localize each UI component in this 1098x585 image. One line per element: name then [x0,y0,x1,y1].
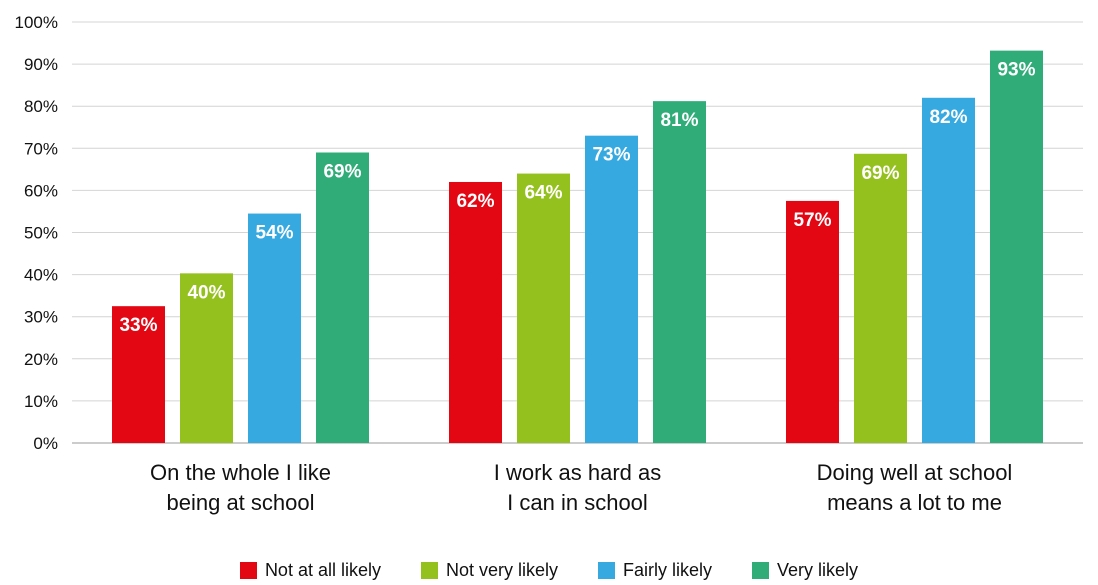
data-label: 73% [592,145,630,166]
bar [112,306,165,443]
bar [449,181,502,444]
legend-label: Fairly likely [623,560,713,580]
y-tick-label: 50% [24,224,58,243]
legend-label: Very likely [777,560,859,580]
data-label: 40% [187,282,225,303]
data-label: 62% [456,191,494,212]
y-tick-label: 30% [24,308,58,327]
x-tick-label: I can in school [507,490,648,515]
data-label: 69% [861,163,899,184]
x-tick-label: I work as hard as [494,460,662,485]
bar [786,200,839,443]
data-label: 82% [929,107,967,128]
data-label: 57% [793,210,831,231]
legend-item: Not at all likely [239,560,381,581]
bar [922,97,975,443]
y-tick-label: 40% [24,266,58,285]
bar [854,153,907,443]
x-tick-label: On the whole I like [150,460,331,485]
x-tick-label: being at school [167,490,315,515]
legend-item: Fairly likely [598,560,712,581]
data-label: 81% [660,110,698,131]
bar [517,173,570,443]
legend-item: Very likely [752,560,858,581]
data-label: 54% [255,223,293,244]
y-tick-label: 60% [24,181,58,200]
legend-swatch [598,562,616,579]
data-label: 33% [119,315,157,336]
data-label: 69% [323,162,361,183]
y-tick-label: 90% [24,55,58,74]
bar [653,101,706,443]
y-tick-label: 0% [33,434,58,453]
y-tick-label: 100% [15,13,58,32]
legend-item: Not very likely [420,560,559,581]
data-label: 64% [524,183,562,204]
bar-chart: 0% 10% 20% 30% 40% 50% 60% 70% 80% 90% 100% 33% 40% 5… [15,13,1083,515]
bar [585,135,638,444]
legend-swatch [752,562,770,579]
x-tick-label: Doing well at school [817,460,1013,485]
bar [316,152,369,443]
bar [180,273,233,443]
y-tick-label: 20% [24,350,58,369]
y-tick-label: 10% [24,392,58,411]
legend-swatch [239,562,257,579]
x-tick-label: means a lot to me [827,490,1002,515]
y-tick-label: 70% [24,139,58,158]
bar [990,50,1043,444]
data-label: 93% [997,60,1035,81]
y-tick-label: 80% [24,97,58,116]
legend: Not at all likely Not very likely Fairly… [0,560,1098,581]
bar [248,213,301,443]
legend-label: Not very likely [445,560,559,580]
legend-swatch [420,562,438,579]
legend-label: Not at all likely [264,560,381,580]
